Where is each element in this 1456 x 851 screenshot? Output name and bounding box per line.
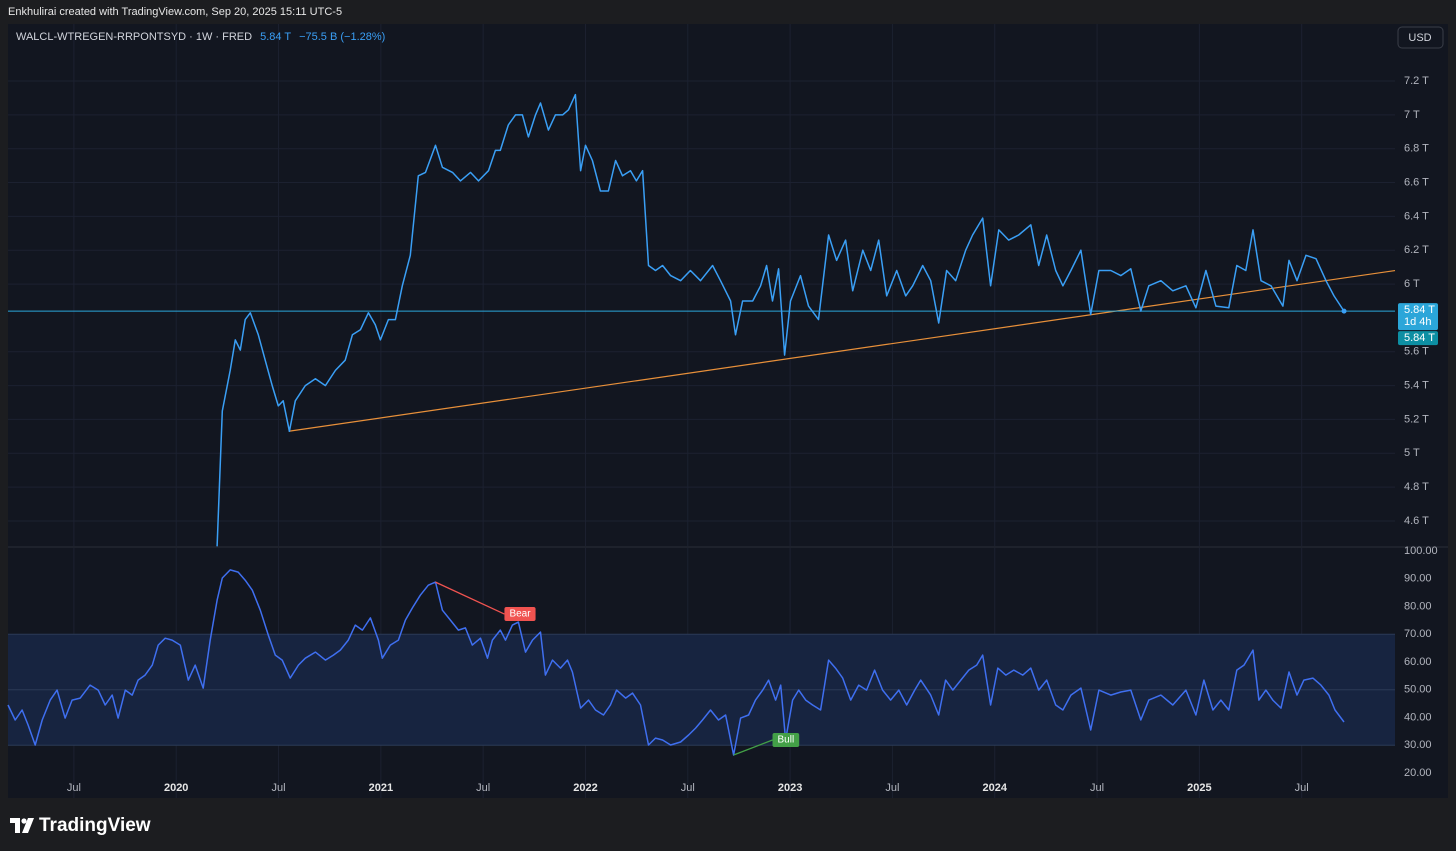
currency-box[interactable] — [1397, 26, 1444, 49]
header-text: Enkhulirai created with TradingView.com,… — [8, 6, 342, 18]
divergence-line — [435, 581, 505, 615]
x-tick-label: Jul — [271, 782, 285, 794]
currency-label[interactable]: USD — [1408, 32, 1431, 44]
series-line — [7, 569, 1345, 756]
brand-text: TradingView — [39, 815, 151, 836]
x-tick-label: Jul — [681, 782, 695, 794]
close-label-box — [1398, 331, 1438, 346]
y-tick-label: 90.00 — [1404, 573, 1432, 585]
divergence-tag-label: Bear — [509, 609, 531, 620]
y-tick-label: 4.6 T — [1404, 515, 1429, 527]
plot-layer — [7, 93, 1396, 756]
y-tick-label: 40.00 — [1404, 711, 1432, 723]
divergence-tag: Bear — [504, 607, 536, 622]
price-label-box — [1398, 303, 1438, 331]
y-tick-label: 6.2 T — [1404, 244, 1429, 256]
logo-dot — [21, 818, 27, 824]
divergence-line — [733, 739, 773, 756]
y-tick-label: 70.00 — [1404, 628, 1432, 640]
x-tick-label: 2023 — [778, 782, 802, 794]
x-tick-label: Jul — [1295, 782, 1309, 794]
close-label: 5.84 T — [1404, 332, 1435, 344]
y-tick-label: 80.00 — [1404, 600, 1432, 612]
x-tick-label: Jul — [67, 782, 81, 794]
label-layer: Jul 2020 Jul 2021 Jul 2022 Jul 2023 Jul 2024 Jul 20… — [16, 31, 1438, 794]
legend-last-value: 5.84 T — [260, 31, 291, 43]
y-tick-label: 60.00 — [1404, 656, 1432, 668]
legend-title: WALCL-WTREGEN-RRPONTSYD · 1W · FRED — [16, 31, 252, 43]
y-tick-label: 5 T — [1404, 447, 1420, 459]
x-tick-label: 2024 — [982, 782, 1007, 794]
logo-mark — [10, 818, 20, 833]
y-tick-label: 4.8 T — [1404, 481, 1429, 493]
divergence-tag: Bull — [772, 733, 800, 748]
brand-logo: TradingView — [10, 815, 151, 836]
y-tick-label: 7.2 T — [1404, 75, 1429, 87]
y-tick-label: 30.00 — [1404, 739, 1432, 751]
x-tick-label: Jul — [885, 782, 899, 794]
x-tick-label: Jul — [476, 782, 490, 794]
y-tick-label: 5.4 T — [1404, 379, 1429, 391]
y-tick-label: 7 T — [1404, 109, 1420, 121]
divergence-tag-box — [504, 607, 536, 622]
currency-button[interactable]: USD — [1397, 26, 1444, 49]
logo-slash — [22, 818, 34, 833]
price-label: 5.84 T — [1404, 304, 1435, 316]
x-tick-label: Jul — [1090, 782, 1104, 794]
y-tick-label: 6.4 T — [1404, 210, 1429, 222]
y-tick-label: 100.00 — [1404, 545, 1438, 557]
y-tick-label: 20.00 — [1404, 767, 1432, 779]
divergence-tag-box — [772, 733, 800, 748]
x-tick-label: 2022 — [573, 782, 597, 794]
grid-layer — [8, 24, 1448, 798]
countdown-label: 1d 4h — [1404, 316, 1432, 328]
trend-line — [288, 269, 1396, 432]
x-tick-label: 2025 — [1187, 782, 1211, 794]
series-line — [216, 93, 1345, 547]
divergence-tag-label: Bull — [778, 735, 795, 746]
y-tick-label: 6 T — [1404, 278, 1420, 290]
y-tick-label: 6.8 T — [1404, 143, 1429, 155]
x-tick-label: 2021 — [369, 782, 393, 794]
y-tick-label: 50.00 — [1404, 684, 1432, 696]
y-tick-label: 5.2 T — [1404, 413, 1429, 425]
legend-change: −75.5 B (−1.28%) — [299, 31, 385, 43]
y-tick-label: 5.6 T — [1404, 346, 1429, 358]
x-tick-label: 2020 — [164, 782, 188, 794]
y-tick-label: 6.6 T — [1404, 176, 1429, 188]
last-point — [1341, 308, 1347, 314]
